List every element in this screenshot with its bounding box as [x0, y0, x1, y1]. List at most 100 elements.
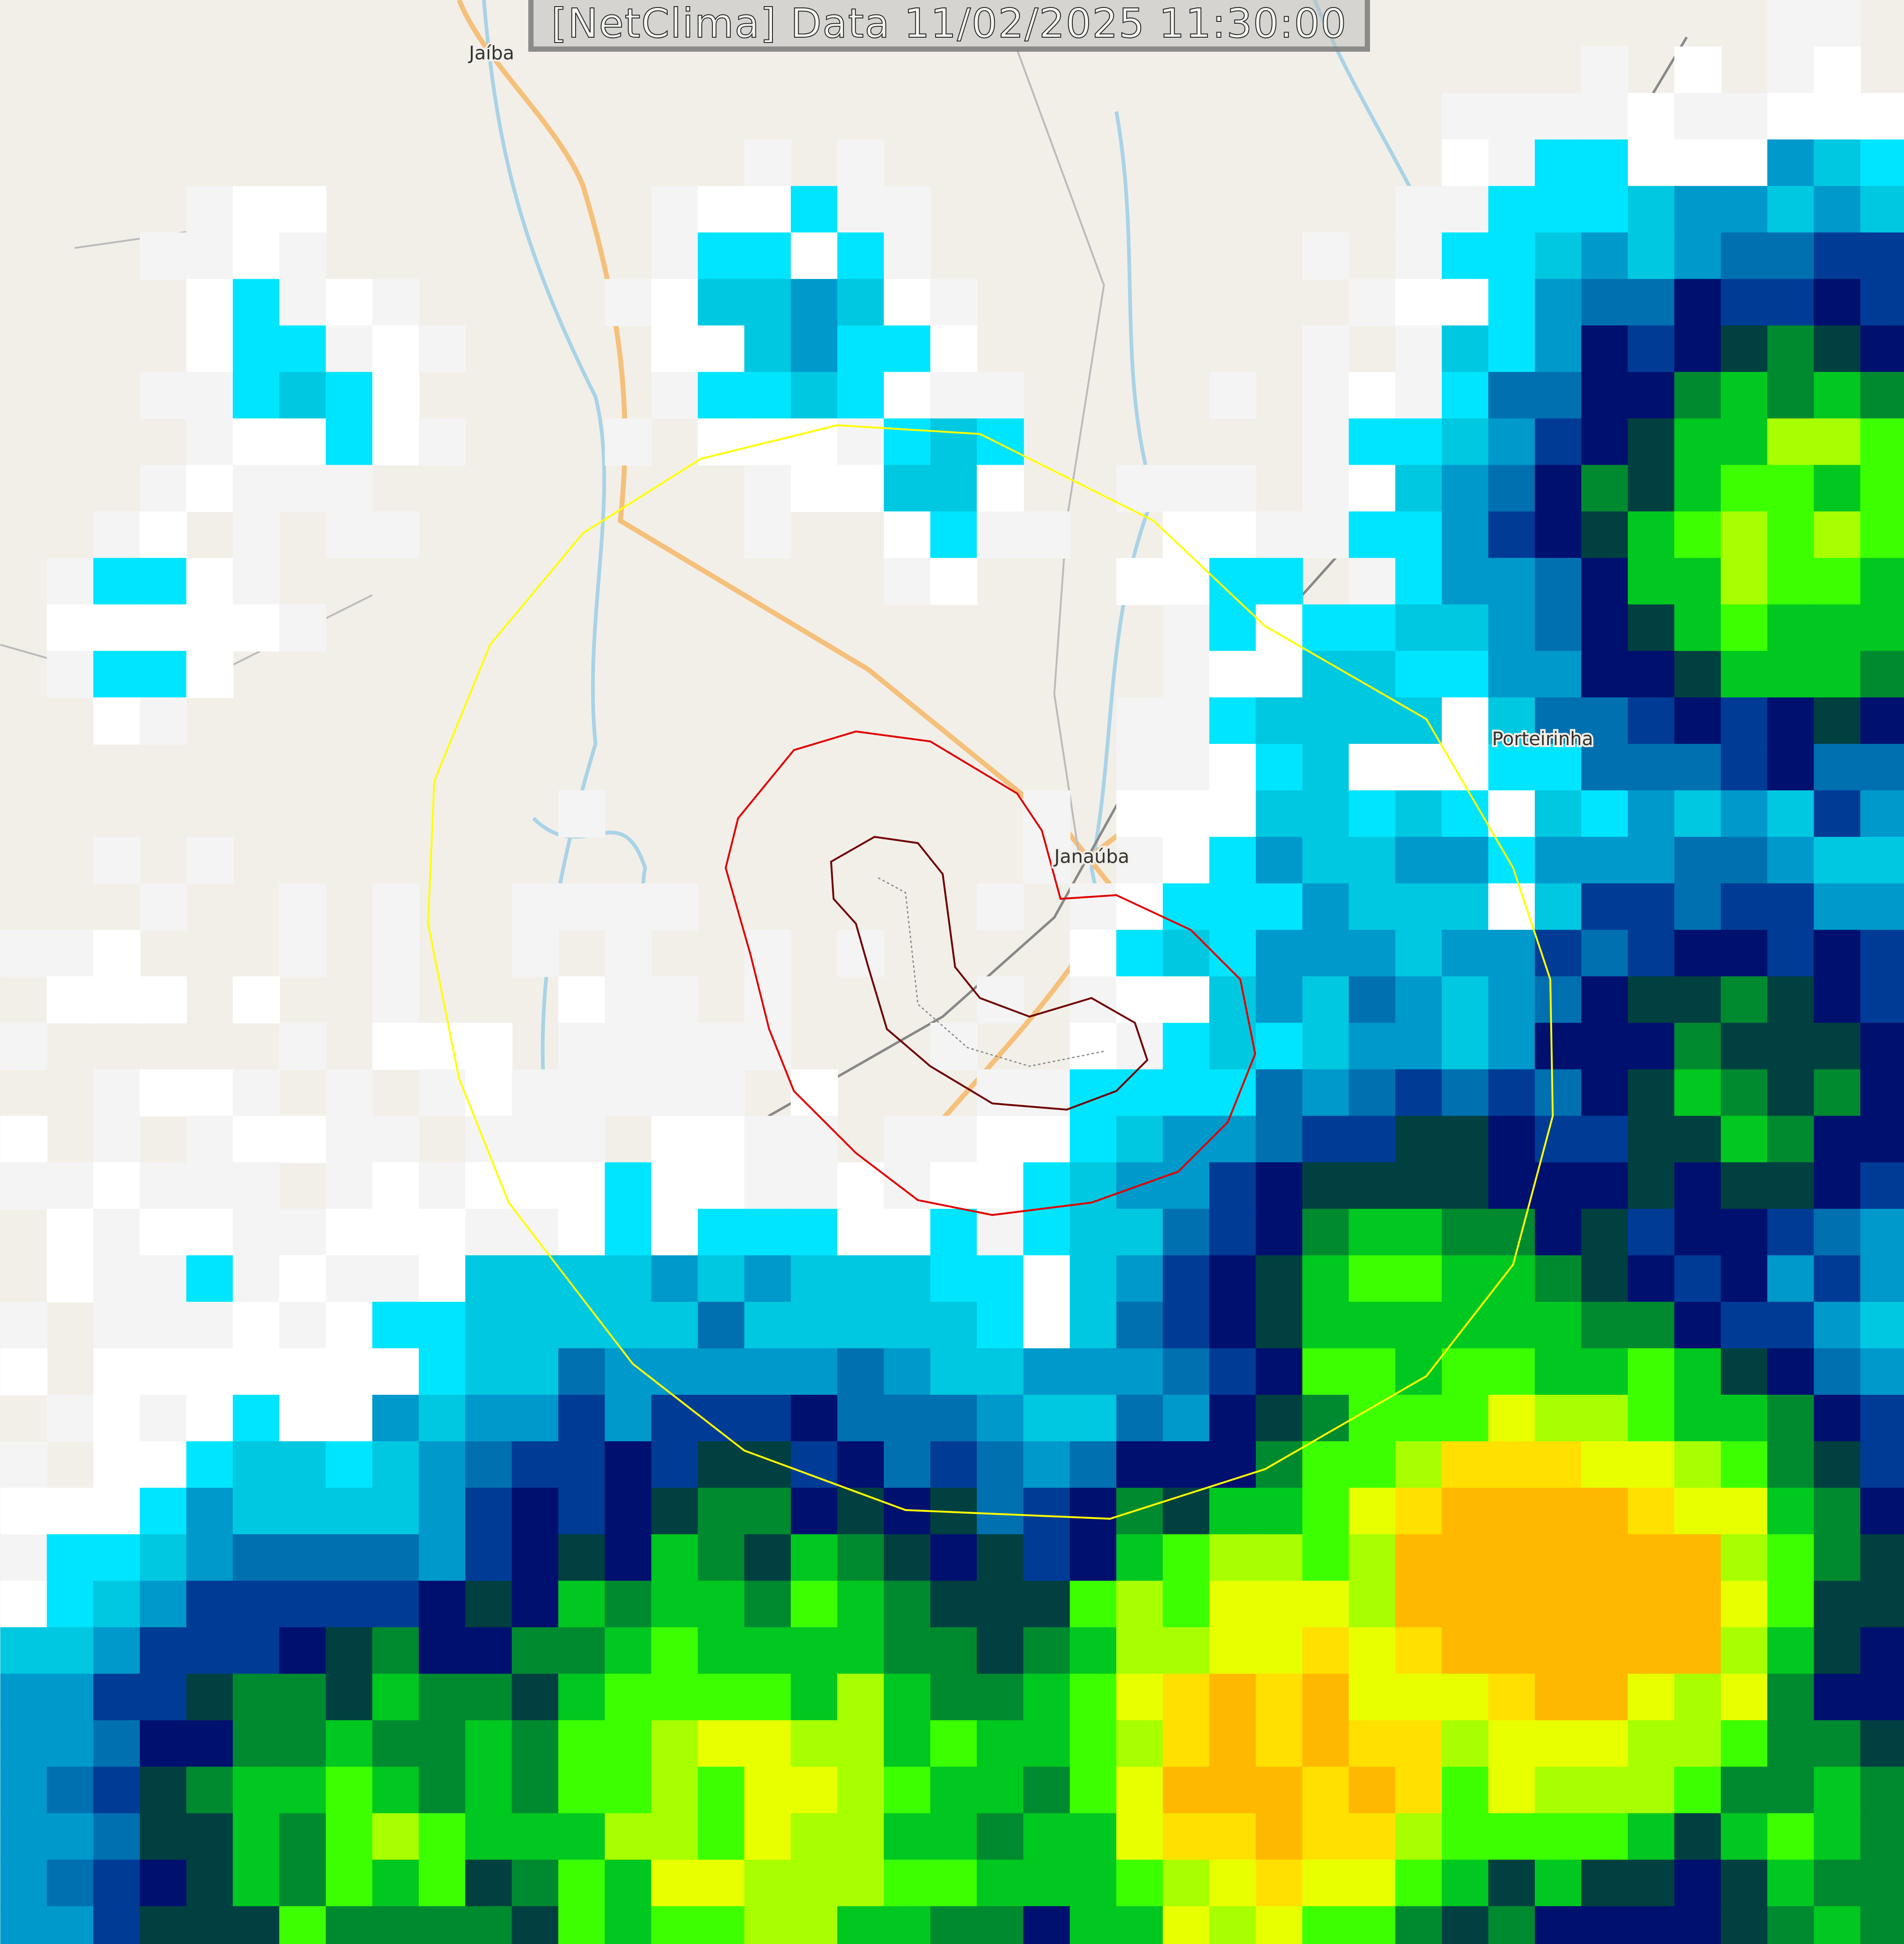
radar-cell	[1302, 837, 1350, 884]
radar-cell	[1395, 325, 1443, 373]
radar-cell	[883, 1627, 931, 1674]
radar-cell	[1767, 1906, 1815, 1944]
radar-cell	[1767, 1674, 1815, 1721]
radar-cell	[1302, 1674, 1350, 1721]
radar-cell	[1349, 604, 1396, 652]
radar-cell	[1814, 1116, 1861, 1163]
radar-cell	[1163, 697, 1210, 745]
radar-cell	[1256, 744, 1303, 791]
radar-cell	[837, 1208, 885, 1256]
radar-cell	[1767, 697, 1815, 745]
radar-cell	[1256, 1023, 1303, 1070]
radar-cell	[605, 1859, 652, 1907]
radar-cell	[186, 279, 234, 326]
radar-cell	[512, 1627, 559, 1674]
radar-cell	[1349, 418, 1396, 466]
radar-cell	[1116, 1813, 1164, 1861]
radar-cell	[139, 1301, 187, 1349]
radar-cell	[744, 1581, 792, 1628]
radar-cell	[558, 1208, 605, 1256]
radar-cell	[1488, 93, 1536, 140]
radar-cell	[93, 1488, 141, 1535]
radar-cell	[744, 1162, 792, 1210]
radar-cell	[1860, 1116, 1904, 1163]
radar-cell	[372, 1674, 420, 1721]
radar-cell	[1070, 1394, 1117, 1442]
radar-cell	[790, 1162, 838, 1210]
radar-cell	[1767, 372, 1815, 419]
radar-cell	[1814, 325, 1861, 373]
radar-cell	[651, 1766, 699, 1814]
radar-cell	[1163, 883, 1210, 931]
radar-cell	[1070, 1534, 1117, 1581]
radar-cell	[1209, 1534, 1256, 1581]
radar-cell	[651, 1488, 699, 1535]
radar-cell	[0, 1813, 48, 1861]
radar-cell	[139, 1627, 187, 1674]
radar-cell	[1023, 1534, 1071, 1581]
radar-cell	[1674, 1534, 1722, 1581]
radar-cell	[1860, 790, 1904, 838]
radar-cell	[605, 1906, 652, 1944]
radar-cell	[651, 1859, 699, 1907]
radar-cell	[1209, 604, 1256, 652]
radar-cell	[1023, 1394, 1071, 1442]
radar-cell	[1395, 1255, 1443, 1303]
radar-cell	[1488, 372, 1536, 419]
radar-cell	[93, 1859, 141, 1907]
radar-cell	[1441, 1766, 1489, 1814]
radar-cell	[1163, 1488, 1210, 1535]
radar-cell	[744, 1906, 792, 1944]
radar-cell	[1441, 232, 1489, 280]
radar-cell	[837, 1255, 885, 1303]
radar-cell	[1349, 1906, 1396, 1944]
radar-cell	[605, 1674, 652, 1721]
radar-cell	[790, 1116, 838, 1163]
radar-cell	[1767, 139, 1815, 187]
radar-cell	[1302, 1627, 1350, 1674]
radar-cell	[1721, 325, 1768, 373]
radar-cell	[1581, 186, 1629, 233]
radar-cell	[465, 1441, 512, 1489]
radar-cell	[651, 1069, 699, 1117]
radar-cell	[605, 1208, 652, 1256]
radar-cell	[1209, 1906, 1256, 1944]
radar-cell	[1674, 465, 1722, 512]
radar-cell	[279, 1301, 327, 1349]
radar-cell	[1116, 1627, 1164, 1674]
radar-cell	[744, 1394, 792, 1442]
radar-cell	[372, 279, 420, 326]
radar-cell	[1534, 930, 1582, 977]
radar-cell	[1628, 465, 1675, 512]
radar-cell	[233, 1766, 280, 1814]
radar-cell	[1256, 837, 1303, 884]
radar-cell	[930, 1766, 978, 1814]
radar-cell	[139, 1581, 187, 1628]
radar-cell	[372, 325, 420, 373]
radar-cell	[465, 1720, 512, 1767]
radar-cell	[1070, 1674, 1117, 1721]
radar-cell	[1814, 1394, 1861, 1442]
radar-cell	[698, 1766, 745, 1814]
radar-cell	[1581, 1581, 1629, 1628]
radar-cell	[233, 1813, 280, 1861]
radar-cell	[465, 1394, 512, 1442]
radar-cell	[1256, 1208, 1303, 1256]
radar-cell	[1628, 837, 1675, 884]
radar-cell	[372, 418, 420, 466]
radar-cell	[1395, 1023, 1443, 1070]
radar-cell	[1814, 1859, 1861, 1907]
radar-cell	[837, 1859, 885, 1907]
radar-cell	[1441, 1255, 1489, 1303]
radar-cell	[1860, 744, 1904, 791]
radar-cell	[139, 1488, 187, 1535]
radar-cell	[1488, 1023, 1536, 1070]
radar-cell	[1441, 139, 1489, 187]
radar-cell	[1302, 465, 1350, 512]
radar-cell	[1767, 1069, 1815, 1117]
radar-cell	[465, 1906, 512, 1944]
radar-cell	[279, 1813, 327, 1861]
radar-cell	[698, 1162, 745, 1210]
